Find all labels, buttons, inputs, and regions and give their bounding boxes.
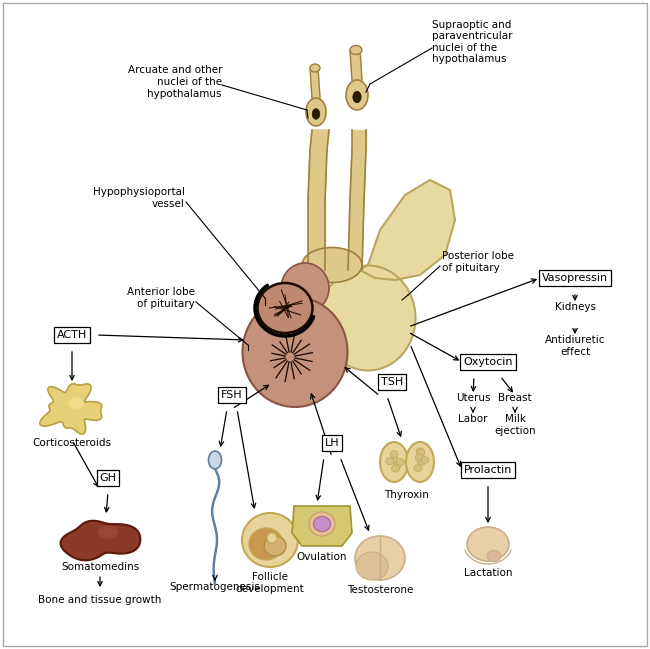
Ellipse shape (380, 442, 408, 482)
Ellipse shape (302, 247, 362, 282)
Text: TSH: TSH (381, 377, 403, 387)
Text: Arcuate and other
nuclei of the
hypothalamus: Arcuate and other nuclei of the hypothal… (127, 66, 222, 99)
Ellipse shape (417, 459, 425, 466)
Ellipse shape (242, 513, 298, 567)
Polygon shape (308, 150, 327, 200)
Ellipse shape (249, 528, 283, 560)
Text: FSH: FSH (221, 390, 243, 400)
Text: Lactation: Lactation (463, 568, 512, 578)
Text: Kidneys: Kidneys (554, 302, 595, 312)
Text: Bone and tissue growth: Bone and tissue growth (38, 595, 162, 605)
Text: Follicle
development: Follicle development (235, 572, 304, 594)
Ellipse shape (346, 80, 368, 110)
Ellipse shape (391, 465, 400, 472)
Ellipse shape (393, 461, 401, 469)
Ellipse shape (385, 458, 394, 465)
Polygon shape (40, 384, 101, 434)
Ellipse shape (467, 527, 509, 561)
Ellipse shape (312, 108, 320, 119)
Text: Prolactin: Prolactin (464, 465, 512, 475)
Ellipse shape (415, 454, 423, 461)
Text: Testosterone: Testosterone (347, 585, 413, 595)
Ellipse shape (310, 64, 320, 72)
Ellipse shape (257, 283, 313, 333)
Ellipse shape (355, 536, 405, 580)
Polygon shape (348, 200, 364, 270)
Ellipse shape (487, 550, 501, 561)
Ellipse shape (209, 451, 222, 469)
Text: LH: LH (325, 438, 339, 448)
Text: Breast: Breast (498, 393, 532, 403)
Ellipse shape (396, 458, 404, 465)
Ellipse shape (390, 450, 398, 458)
Ellipse shape (306, 98, 326, 126)
Polygon shape (292, 506, 352, 546)
Text: Supraoptic and
paraventricular
nuclei of the
hypothalamus: Supraoptic and paraventricular nuclei of… (432, 19, 512, 64)
Ellipse shape (313, 517, 330, 532)
Text: Ovulation: Ovulation (297, 552, 347, 562)
Polygon shape (350, 150, 366, 200)
Ellipse shape (98, 526, 118, 539)
Ellipse shape (350, 45, 362, 55)
Polygon shape (310, 130, 329, 150)
Ellipse shape (267, 533, 277, 543)
Ellipse shape (417, 449, 425, 456)
Polygon shape (352, 130, 366, 150)
Text: GH: GH (99, 473, 116, 483)
Polygon shape (310, 68, 320, 98)
Text: ACTH: ACTH (57, 330, 87, 340)
Text: Hypophysioportal
vessel: Hypophysioportal vessel (93, 187, 185, 209)
Ellipse shape (353, 92, 361, 103)
Ellipse shape (264, 536, 286, 556)
Polygon shape (60, 520, 140, 560)
Text: Thyroxin: Thyroxin (385, 490, 430, 500)
Polygon shape (360, 180, 455, 280)
Text: Posterior lobe
of pituitary: Posterior lobe of pituitary (442, 251, 514, 273)
Ellipse shape (421, 457, 429, 463)
Ellipse shape (406, 442, 434, 482)
Text: Somatomedins: Somatomedins (61, 562, 139, 572)
Text: Milk
ejection: Milk ejection (494, 414, 536, 435)
Ellipse shape (309, 512, 335, 536)
Polygon shape (308, 200, 325, 270)
Text: Spermatogenesis: Spermatogenesis (170, 582, 261, 592)
Ellipse shape (320, 265, 415, 371)
Text: Oxytocin: Oxytocin (463, 357, 513, 367)
Ellipse shape (414, 465, 422, 472)
Polygon shape (350, 50, 362, 80)
Text: Anterior lobe
of pituitary: Anterior lobe of pituitary (127, 288, 195, 309)
Ellipse shape (390, 456, 398, 463)
Ellipse shape (416, 448, 424, 455)
Ellipse shape (68, 397, 84, 409)
Text: Vasopressin: Vasopressin (542, 273, 608, 283)
Text: Uterus: Uterus (456, 393, 490, 403)
Text: Antidiuretic
effect: Antidiuretic effect (545, 335, 605, 356)
Text: Corticosteroids: Corticosteroids (32, 438, 112, 448)
Text: Labor: Labor (458, 414, 488, 424)
Ellipse shape (356, 552, 388, 580)
Ellipse shape (281, 263, 329, 313)
Ellipse shape (242, 297, 348, 407)
